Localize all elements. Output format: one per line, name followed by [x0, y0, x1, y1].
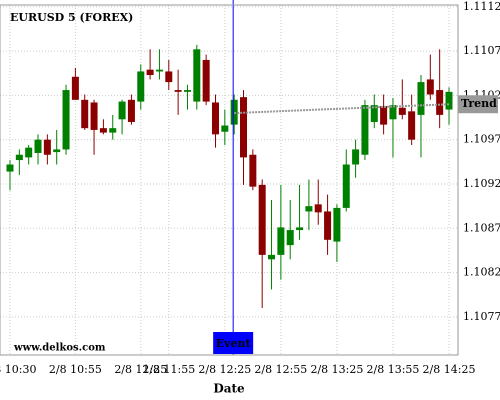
candle-body: [53, 149, 61, 153]
candle-body: [324, 211, 332, 240]
candle-body: [221, 125, 229, 132]
candles: [6, 44, 453, 309]
candle-body: [380, 106, 388, 125]
candle-body: [436, 90, 444, 115]
trend-label: Trend: [461, 97, 497, 110]
candle-body: [118, 101, 126, 120]
candle-body: [398, 107, 406, 115]
y-tick-label: 1.1077: [463, 310, 500, 323]
candle-body: [426, 79, 434, 95]
x-tick-label: 2/8 13:25: [310, 363, 363, 376]
y-tick-label: 1.1092: [463, 177, 500, 190]
trend-label-box: [458, 95, 498, 114]
candle-body: [314, 204, 322, 213]
candle-body: [81, 99, 89, 129]
plot-frame: [0, 4, 459, 356]
candle-body: [71, 76, 79, 100]
candle-body: [286, 230, 294, 246]
x-tick-label: 2/8 10:30: [0, 363, 36, 376]
candle-body: [352, 149, 360, 165]
candle-body: [137, 71, 145, 102]
candle-body: [109, 128, 117, 133]
candle-body: [62, 90, 70, 150]
candle-body: [296, 227, 304, 231]
candle-body: [174, 90, 182, 92]
candle-body: [43, 139, 51, 155]
y-tick-label: 1.1107: [463, 44, 500, 57]
candle-body: [417, 82, 425, 115]
y-tick-label: 1.1087: [463, 221, 500, 234]
candle-body: [305, 206, 313, 212]
candle-body: [408, 111, 416, 140]
candle-body: [6, 164, 14, 172]
candle-body: [90, 102, 98, 130]
candle-body: [155, 69, 163, 72]
candle-body: [202, 59, 210, 102]
candle-body: [146, 69, 154, 75]
candle-body: [193, 49, 201, 102]
x-tick-label: 2/8 10:55: [49, 363, 102, 376]
event-label: Event: [216, 337, 252, 350]
x-tick-label: 2/8 12:55: [254, 363, 307, 376]
candle-body: [389, 105, 397, 120]
candle-body: [445, 91, 453, 110]
candle-body: [277, 227, 285, 255]
overlays: [232, 0, 450, 355]
y-tick-label: 1.1112: [463, 0, 500, 13]
candle-body: [15, 154, 23, 161]
x-tick-label: 2/8 13:55: [367, 363, 420, 376]
x-tick-label: 2/8 11:25: [114, 363, 167, 376]
candle-body: [361, 105, 369, 155]
candle-body: [370, 105, 378, 122]
footer: www.delkos.com: [13, 343, 106, 354]
y-tick-label: 1.1082: [463, 266, 500, 279]
x-axis-label: Date: [213, 382, 245, 396]
candle-body: [333, 207, 341, 242]
candle-body: [342, 164, 350, 208]
candle-body: [211, 102, 219, 135]
candle-body: [258, 184, 266, 255]
candle-body: [249, 154, 257, 187]
x-tick-label: 2/8 11:55: [142, 363, 195, 376]
y-tick-label: 1.1097: [463, 133, 500, 146]
x-tick-label: 2/8 12:25: [198, 363, 251, 376]
candle-body: [165, 71, 173, 83]
candle-body: [34, 139, 42, 153]
event-label-box: [213, 332, 254, 354]
candle-body: [240, 97, 248, 158]
candle-body: [183, 90, 191, 92]
grid: [0, 5, 458, 355]
candle-body: [25, 147, 33, 158]
candle-body: [127, 99, 135, 122]
candle-body: [99, 128, 107, 133]
x-tick-label: 2/8 14:25: [423, 363, 476, 376]
candle-body: [268, 254, 276, 260]
chart-title: EURUSD 5 (FOREX): [10, 11, 133, 24]
